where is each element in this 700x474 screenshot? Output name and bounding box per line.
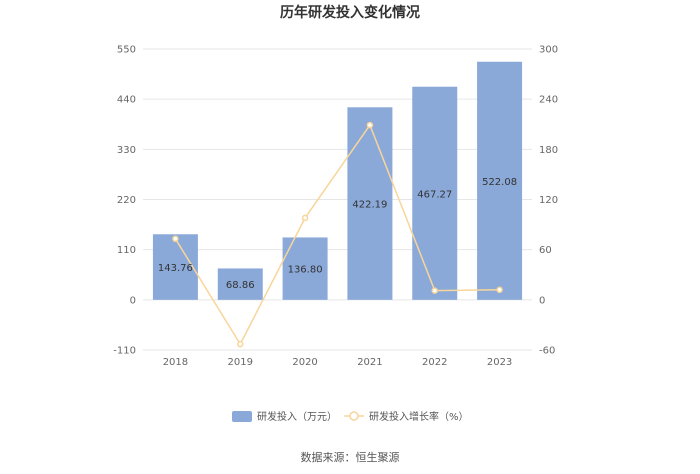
y-left-tick-label: 330 xyxy=(117,145,136,156)
y-right-tick-label: -60 xyxy=(539,346,555,357)
growth-point xyxy=(301,214,309,222)
bar xyxy=(347,107,393,300)
y-right-tick-label: 60 xyxy=(539,245,552,256)
x-tick-labels: 2018 2019 2020 2021 2022 2023 xyxy=(163,357,513,368)
bar xyxy=(152,234,198,300)
growth-point xyxy=(496,286,503,294)
legend-line-label: 研发投入增长率（%） xyxy=(369,410,469,423)
legend[interactable]: 研发投入（万元） 研发投入增长率（%） xyxy=(232,410,469,423)
chart-title: 历年研发投入变化情况 xyxy=(280,4,420,21)
y-left-tick-label: 440 xyxy=(117,95,136,106)
bar-value-label: 422.19 xyxy=(352,200,387,211)
x-tick-label: 2018 xyxy=(163,357,188,368)
x-tick-label: 2023 xyxy=(487,357,512,368)
y-left-tick-label: 110 xyxy=(117,245,136,256)
legend-line-marker xyxy=(349,411,359,421)
bar-value-label: 136.80 xyxy=(288,265,323,276)
growth-point xyxy=(237,340,244,348)
y-right-tick-label: 180 xyxy=(539,145,558,156)
y-right-ticks: 300 240 180 120 60 0 -60 xyxy=(539,45,558,357)
y-right-tick-label: 120 xyxy=(539,195,558,206)
x-tick-label: 2019 xyxy=(228,357,253,368)
bars xyxy=(152,61,523,300)
bar xyxy=(412,86,458,300)
y-left-tick-label: 0 xyxy=(130,295,136,306)
growth-point xyxy=(172,235,179,243)
x-tick-label: 2022 xyxy=(422,357,447,368)
legend-bar-swatch xyxy=(232,411,252,422)
y-left-ticks: 550 440 330 220 110 0 -110 xyxy=(113,45,136,357)
x-tick-label: 2020 xyxy=(292,357,317,368)
legend-bar-label: 研发投入（万元） xyxy=(257,410,337,423)
source-note: 数据来源：恒生聚源 xyxy=(301,450,400,464)
growth-line-path xyxy=(174,123,500,346)
y-left-tick-label: 550 xyxy=(117,45,136,56)
bar xyxy=(217,268,263,300)
bar-value-labels: 143.76 68.86 136.80 422.19 467.27 522.08 xyxy=(158,177,517,291)
bar-value-label: 522.08 xyxy=(482,177,517,188)
bar xyxy=(477,61,523,300)
y-left-tick-label: 220 xyxy=(117,195,136,206)
y-right-tick-label: 0 xyxy=(539,295,545,306)
growth-point xyxy=(431,287,438,294)
y-right-tick-label: 300 xyxy=(539,45,558,56)
growth-line xyxy=(172,121,503,348)
y-left-tick-label: -110 xyxy=(113,346,136,357)
growth-point xyxy=(366,121,374,129)
bar-value-label: 467.27 xyxy=(417,189,452,200)
x-tick-label: 2021 xyxy=(357,357,382,368)
bar-value-label: 68.86 xyxy=(226,280,255,291)
grid xyxy=(143,48,532,351)
bar-value-label: 143.76 xyxy=(158,263,193,274)
y-right-tick-label: 240 xyxy=(539,95,558,106)
